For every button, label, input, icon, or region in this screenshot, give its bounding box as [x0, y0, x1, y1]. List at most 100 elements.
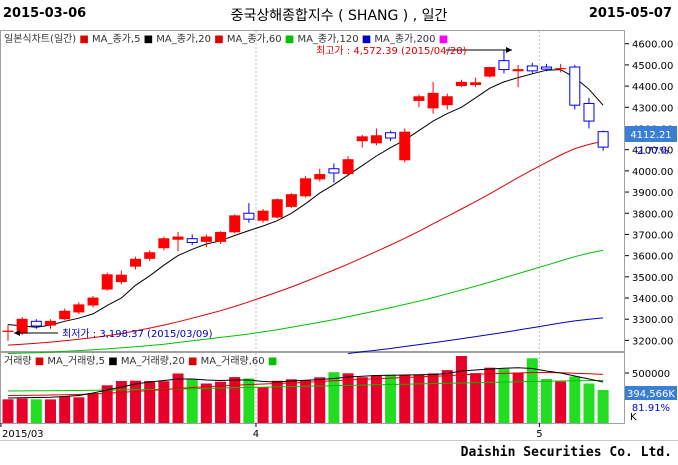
volume-bar	[115, 381, 127, 423]
candle	[87, 295, 99, 308]
volume-bar	[158, 381, 170, 423]
candle	[300, 176, 312, 198]
candle-body-up	[45, 320, 57, 326]
candle-body-up	[73, 304, 85, 313]
candle-body-up	[441, 96, 453, 106]
candle-body-up	[229, 215, 241, 233]
candle	[285, 193, 297, 208]
volume-axis: 500000 K	[625, 369, 670, 423]
candle	[356, 134, 368, 148]
volume-bar	[16, 398, 28, 423]
legend-label: MA_종가,5	[92, 33, 140, 45]
x-tick-label: 5	[536, 429, 542, 440]
candle	[73, 302, 85, 314]
candlesticks	[2, 49, 609, 341]
volume-bar	[413, 374, 425, 423]
candle-body-down	[243, 212, 255, 220]
volume-bar	[257, 387, 269, 423]
price-tick-label: 3500.00	[632, 273, 673, 284]
candle	[115, 270, 127, 285]
vol-ma5-line	[7, 367, 604, 399]
candle-body-up	[215, 231, 227, 242]
volume-bar	[555, 381, 567, 423]
change-percent: -2.77%	[633, 146, 668, 157]
legend-marker: ■	[265, 356, 278, 367]
price-tick-label: 3900.00	[632, 188, 673, 199]
legend-marker: ■	[436, 34, 449, 45]
volume-bar	[215, 381, 227, 423]
volume-bar	[583, 383, 595, 423]
candle-body-up	[455, 81, 467, 87]
candle-body-up	[342, 159, 354, 175]
volume-ma-lines	[7, 367, 604, 399]
price-tick-label: 4000.00	[632, 167, 673, 178]
price-tick-label: 3800.00	[632, 209, 673, 220]
candle-body-up	[101, 274, 113, 290]
legend-marker: ■	[76, 34, 92, 45]
candle	[370, 128, 382, 146]
volume-bar	[314, 377, 326, 423]
volume-bar	[540, 379, 552, 423]
legend-label: MA_종가,60	[227, 33, 282, 45]
volume-bar	[484, 367, 496, 423]
price-tick-label: 4100.00	[632, 146, 673, 157]
volume-bar	[59, 396, 71, 423]
candle	[314, 168, 326, 182]
price-tick-label: 4300.00	[632, 103, 673, 114]
ma120-line	[348, 317, 604, 354]
ma5-line	[7, 69, 604, 328]
candle-body-up	[512, 69, 524, 72]
volume-bar	[399, 374, 411, 423]
volume-bar	[186, 379, 198, 423]
price-panel	[0, 30, 625, 352]
volume-bar	[427, 373, 439, 423]
candle-body-down	[498, 60, 510, 71]
legend-marker: ■	[282, 34, 298, 45]
volume-bar	[569, 376, 581, 423]
candle-body-down	[569, 66, 581, 106]
price-tick-label: 3200.00	[632, 336, 673, 347]
volume-bar	[243, 378, 255, 423]
candle-body-up	[356, 136, 368, 142]
candle-body-down	[540, 66, 552, 70]
volume-bar	[512, 372, 524, 423]
price-tick-label: 3700.00	[632, 230, 673, 241]
price-tick-label: 4600.00	[632, 40, 673, 51]
chart-header: 2015-03-06 중국상해종합지수 ( SHANG ) , 일간 2015-…	[0, 0, 678, 28]
candle	[2, 324, 14, 341]
price-tick-label: 3400.00	[632, 294, 673, 305]
candle	[186, 234, 198, 246]
volume-bars	[2, 356, 609, 423]
volume-bar	[441, 370, 453, 423]
volume-bar	[300, 380, 312, 423]
price-tick-label: 4400.00	[632, 82, 673, 93]
x-axis-labels: 2015/03 4 5	[0, 423, 543, 440]
candle	[569, 64, 581, 110]
candle	[200, 234, 212, 248]
volume-bar	[498, 368, 510, 423]
candle-body-up	[314, 174, 326, 180]
volume-bar	[597, 390, 609, 423]
candle-body-up	[130, 258, 142, 267]
candle-body-down	[597, 131, 609, 148]
candle	[215, 231, 227, 244]
current-price-marker: 4112.21 -2.77%	[625, 126, 677, 157]
volume-bar	[172, 373, 184, 423]
candle	[399, 128, 411, 163]
x-tick-label: 4	[253, 429, 259, 440]
candle-body-up	[399, 131, 411, 161]
volume-bar	[45, 399, 57, 423]
candle	[540, 63, 552, 72]
vol-ma20-line	[7, 372, 604, 396]
candle-body-down	[328, 168, 340, 174]
candle-body-up	[144, 252, 156, 259]
legend-label: MA_종가,20	[156, 33, 211, 45]
volume-bar	[370, 375, 382, 423]
candle	[271, 198, 283, 219]
candle	[130, 256, 142, 270]
candle	[243, 203, 255, 223]
price-tick-label: 4500.00	[632, 61, 673, 72]
candle	[555, 63, 567, 73]
volume-bar	[144, 381, 156, 423]
